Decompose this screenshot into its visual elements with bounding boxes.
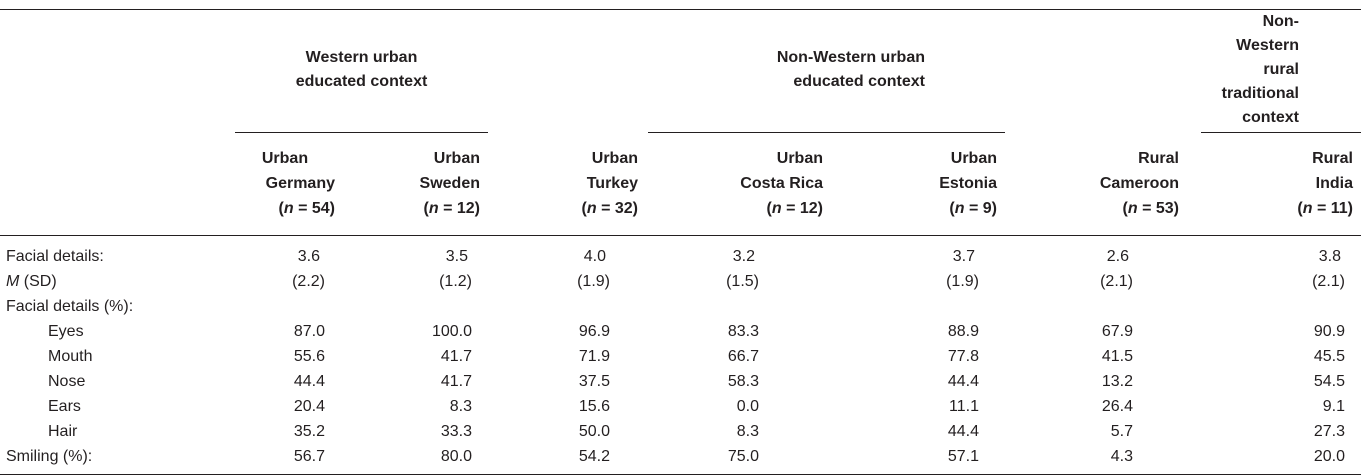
row-label: Hair	[48, 423, 78, 440]
group-header-nonwestern-rural: Non-Western rural traditional context	[1201, 9, 1361, 133]
column-header-costa-rica: Urban Costa Rica (n = 12)	[648, 132, 843, 236]
row-label: Mouth	[48, 348, 93, 365]
table-row: Mouth 55.6 41.7 71.9 66.7 77.8 41.5 45.5	[0, 344, 1361, 369]
column-header-cameroon: Rural Cameroon (n = 53)	[1005, 132, 1201, 236]
table-row: M (SD) (2.2) (1.2) (1.9) (1.5) (1.9) (2.…	[0, 269, 1361, 294]
group-header-western-urban: Western urban educated context	[235, 9, 488, 133]
row-label: Ears	[48, 398, 81, 415]
group-header-row: Western urban educated context Non-Weste…	[0, 9, 1361, 133]
row-label: Smiling (%):	[0, 444, 235, 475]
table-row: Eyes 87.0 100.0 96.9 83.3 88.9 67.9 90.9	[0, 319, 1361, 344]
column-header-estonia: Urban Estonia (n = 9)	[843, 132, 1005, 236]
column-header-row: Urban Germany (n = 54) Urban Sweden (n =…	[0, 132, 1361, 236]
table-row: Hair 35.2 33.3 50.0 8.3 44.4 5.7 27.3	[0, 419, 1361, 444]
column-header-turkey: Urban Turkey (n = 32)	[488, 132, 648, 236]
table-row: Nose 44.4 41.7 37.5 58.3 44.4 13.2 54.5	[0, 369, 1361, 394]
row-label: Facial details:	[6, 248, 104, 265]
results-table: Western urban educated context Non-Weste…	[0, 9, 1361, 475]
stub-header	[0, 9, 235, 133]
column-header-india: Rural India (n = 11)	[1201, 132, 1361, 236]
row-label: Facial details (%):	[6, 298, 134, 315]
row-label: M (SD)	[6, 273, 57, 290]
table-row: Facial details (%):	[0, 294, 1361, 319]
column-header-germany: Urban Germany (n = 54)	[235, 132, 335, 236]
table-row: Facial details: 3.6 3.5 4.0 3.2 3.7 2.6 …	[0, 236, 1361, 270]
table-row: Ears 20.4 8.3 15.6 0.0 11.1 26.4 9.1	[0, 394, 1361, 419]
group-header-nonwestern-urban: Non-Western urban educated context	[648, 9, 1005, 133]
column-header-sweden: Urban Sweden (n = 12)	[335, 132, 488, 236]
table-figure: Western urban educated context Non-Weste…	[0, 9, 1361, 475]
table-row: Smiling (%): 56.7 80.0 54.2 75.0 57.1 4.…	[0, 444, 1361, 475]
row-label: Eyes	[48, 323, 84, 340]
row-label: Nose	[48, 373, 86, 390]
